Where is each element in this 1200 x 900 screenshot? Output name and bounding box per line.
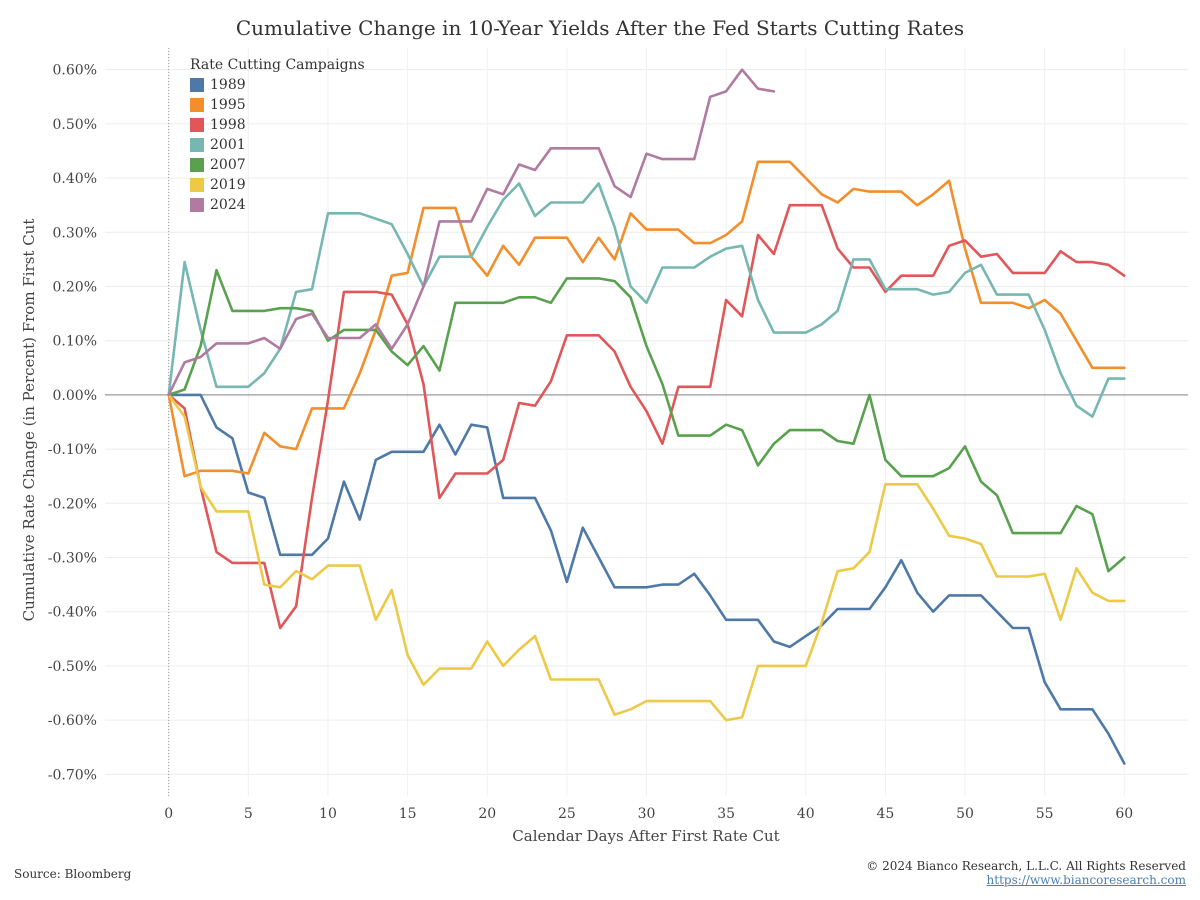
x-tick-label: 30: [638, 806, 656, 822]
y-tick-label: -0.70%: [48, 767, 97, 783]
y-axis-label: Cumulative Rate Change (in Percent) From…: [20, 219, 38, 622]
copyright-text: © 2024 Bianco Research, L.L.C. All Right…: [866, 859, 1186, 873]
legend-label: 1995: [210, 97, 246, 113]
x-tick-label: 50: [956, 806, 974, 822]
legend-item-1998[interactable]: 1998: [190, 115, 365, 135]
y-tick-label: -0.20%: [48, 496, 97, 512]
legend-item-1989[interactable]: 1989: [190, 75, 365, 95]
legend-swatch: [190, 118, 204, 132]
y-tick-label: 0.30%: [53, 225, 97, 241]
x-tick-label: 40: [797, 806, 815, 822]
y-tick-label: 0.20%: [53, 279, 97, 295]
legend-swatch: [190, 78, 204, 92]
x-tick-label: 0: [164, 806, 173, 822]
legend-swatch: [190, 98, 204, 112]
y-tick-label: -0.10%: [48, 442, 97, 458]
y-tick-label: -0.50%: [48, 659, 97, 675]
series-line-1998: [167, 203, 1126, 630]
legend-swatch: [190, 158, 204, 172]
legend-item-2001[interactable]: 2001: [190, 135, 365, 155]
website-link[interactable]: https://www.biancoresearch.com: [986, 873, 1186, 887]
x-tick-label: 20: [478, 806, 496, 822]
legend-label: 2007: [210, 157, 246, 173]
series-line-2001: [167, 182, 1126, 418]
x-tick-label: 60: [1115, 806, 1133, 822]
legend-swatch: [190, 138, 204, 152]
legend-item-1995[interactable]: 1995: [190, 95, 365, 115]
y-tick-label: -0.40%: [48, 605, 97, 621]
legend-label: 2001: [210, 137, 246, 153]
source-note: Source: Bloomberg: [14, 867, 132, 881]
y-tick-label: 0.40%: [53, 171, 97, 187]
legend: Rate Cutting Campaigns 1989 1995 1998 2001 2…: [190, 57, 365, 215]
x-tick-label: 35: [717, 806, 735, 822]
series-line-1995: [167, 160, 1126, 478]
y-tick-label: 0.50%: [53, 117, 97, 133]
series-line-2007: [167, 268, 1126, 573]
legend-label: 2019: [210, 177, 246, 193]
chart-title: Cumulative Change in 10-Year Yields Afte…: [235, 16, 965, 40]
x-tick-label: 25: [558, 806, 576, 822]
legend-item-2019[interactable]: 2019: [190, 175, 365, 195]
legend-label: 1989: [210, 77, 246, 93]
series-line-2024: [167, 68, 776, 397]
series-line-1989: [167, 393, 1126, 765]
x-tick-label: 55: [1036, 806, 1054, 822]
legend-label: 1998: [210, 117, 246, 133]
x-tick-label: 10: [319, 806, 337, 822]
legend-swatch: [190, 198, 204, 212]
legend-item-2007[interactable]: 2007: [190, 155, 365, 175]
grid: [105, 48, 1188, 796]
y-tick-label: -0.30%: [48, 551, 97, 567]
y-tick-label: -0.60%: [48, 713, 97, 729]
legend-swatch: [190, 178, 204, 192]
x-tick-label: 45: [876, 806, 894, 822]
y-tick-label: 0.00%: [53, 388, 97, 404]
x-axis-label: Calendar Days After First Rate Cut: [512, 827, 779, 845]
copyright-block: © 2024 Bianco Research, L.L.C. All Right…: [866, 859, 1186, 887]
x-tick-label: 15: [399, 806, 417, 822]
x-tick-label: 5: [244, 806, 253, 822]
legend-item-2024[interactable]: 2024: [190, 195, 365, 215]
series-lines: [167, 68, 1126, 765]
legend-title: Rate Cutting Campaigns: [190, 57, 365, 73]
axes: 0.60% 0.50% 0.40% 0.30% 0.20% 0.10% 0.00% -0.10…: [48, 48, 1188, 822]
legend-label: 2024: [210, 197, 246, 213]
series-line-2019: [167, 393, 1126, 722]
y-tick-label: 0.60%: [53, 63, 97, 79]
y-tick-label: 0.10%: [53, 334, 97, 350]
